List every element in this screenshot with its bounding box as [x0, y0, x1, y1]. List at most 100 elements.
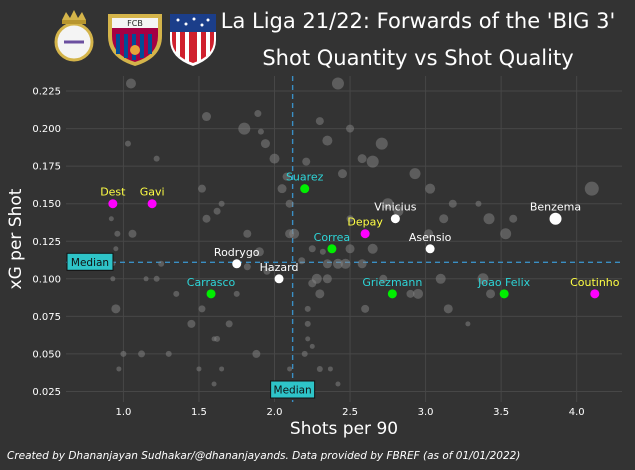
x-tick-label: 4.0	[569, 407, 585, 418]
other-player-point	[331, 77, 344, 90]
other-player-point	[500, 228, 512, 240]
x-tick-label: 2.0	[267, 407, 283, 418]
other-player-point	[304, 305, 311, 312]
y-tick-label: 0.025	[32, 387, 61, 398]
other-player-point	[315, 117, 324, 126]
real-madrid-crest	[54, 10, 94, 62]
other-player-point	[367, 243, 378, 254]
other-player-point	[202, 214, 211, 223]
other-player-point	[153, 275, 160, 282]
other-player-point	[393, 206, 404, 217]
player-label-dest: Dest	[100, 186, 126, 199]
x-tick-label: 3.0	[418, 407, 434, 418]
chart-subtitle: Shot Quantity vs Shot Quality	[262, 46, 574, 70]
atletico-madrid-crest	[170, 14, 216, 66]
other-player-point	[309, 343, 315, 349]
other-player-point	[424, 229, 434, 239]
player-label-suarez: Suarez	[286, 171, 324, 184]
other-player-point	[143, 276, 149, 282]
player-label-rodrygo: Rodrygo	[214, 246, 260, 259]
club-logos: FCB	[50, 6, 220, 68]
other-player-point	[173, 290, 180, 297]
other-player-point	[233, 290, 240, 297]
other-player-point	[346, 215, 354, 223]
other-player-point	[287, 366, 293, 372]
other-player-point	[413, 288, 424, 299]
other-player-point	[282, 172, 291, 181]
other-player-point	[304, 320, 311, 327]
other-player-point	[125, 78, 136, 89]
other-player-point	[584, 181, 599, 196]
other-player-point	[486, 289, 496, 299]
barcelona-crest: FCB	[108, 14, 162, 66]
player-point-griezmann	[387, 289, 397, 299]
y-axis-label: xG per Shot	[6, 188, 26, 289]
other-player-point	[448, 199, 457, 208]
player-point-asensio	[425, 244, 435, 254]
chart-title: La Liga 21/22: Forwards of the 'BIG 3'	[220, 9, 616, 33]
other-player-point	[238, 122, 251, 135]
other-player-point	[379, 274, 388, 283]
other-player-point	[225, 320, 233, 328]
other-player-point	[254, 247, 264, 257]
x-tick-label: 1.0	[115, 407, 131, 418]
other-player-point	[319, 248, 326, 255]
other-player-point	[108, 216, 114, 222]
other-player-point	[285, 199, 294, 208]
other-player-point	[346, 124, 355, 133]
other-player-point	[252, 349, 261, 358]
y-tick-label: 0.100	[32, 274, 61, 285]
median-y-box	[66, 252, 114, 271]
other-player-point	[114, 230, 121, 237]
other-player-point	[477, 273, 489, 285]
other-player-point	[382, 198, 394, 210]
other-player-point	[375, 137, 388, 150]
median-y-label: Median	[71, 257, 109, 269]
other-player-point	[322, 135, 333, 146]
other-player-point	[113, 246, 119, 252]
x-axis-label: Shots per 90	[290, 419, 398, 439]
other-player-point	[439, 214, 449, 224]
other-player-point	[315, 289, 325, 299]
player-point-vinicius	[390, 214, 400, 224]
player-label-vinicius: Vinicius	[374, 201, 416, 214]
player-point-benzema	[549, 212, 562, 225]
player-point-hazard	[274, 274, 284, 284]
other-player-point	[322, 259, 332, 269]
player-label-asensio: Asensio	[409, 231, 452, 244]
player-label-correa: Correa	[314, 231, 351, 244]
player-label-hazard: Hazard	[260, 261, 299, 274]
other-player-point	[219, 366, 225, 372]
x-tick-label: 2.5	[342, 407, 358, 418]
other-player-point	[340, 258, 351, 269]
other-player-point	[197, 184, 206, 193]
player-label-depay: Depay	[347, 216, 383, 229]
other-player-point	[277, 184, 287, 194]
other-player-point	[301, 350, 308, 357]
other-player-point	[406, 289, 415, 298]
other-player-point	[111, 304, 121, 314]
other-player-point	[202, 112, 212, 122]
other-player-point	[308, 279, 317, 288]
other-player-point	[211, 381, 217, 387]
y-tick-label: 0.075	[32, 312, 61, 323]
other-player-point	[116, 366, 122, 372]
other-player-point	[260, 139, 270, 149]
other-player-point	[316, 365, 323, 372]
other-player-point	[263, 267, 271, 275]
other-player-point	[243, 263, 251, 271]
other-player-point	[443, 304, 453, 314]
other-player-point	[357, 154, 367, 164]
credit-text: Created by Dhananjayan Sudhakar/@dhananj…	[7, 450, 521, 462]
other-player-point	[243, 229, 252, 238]
other-player-point	[322, 274, 332, 284]
other-player-point	[211, 336, 217, 342]
player-point-joao-felix	[499, 289, 509, 299]
player-label-coutinho: Coutinho	[570, 276, 620, 289]
other-player-point	[254, 110, 262, 118]
other-player-point	[196, 366, 202, 372]
other-player-point	[187, 319, 196, 328]
other-player-point	[345, 244, 355, 254]
other-player-point	[327, 366, 333, 372]
